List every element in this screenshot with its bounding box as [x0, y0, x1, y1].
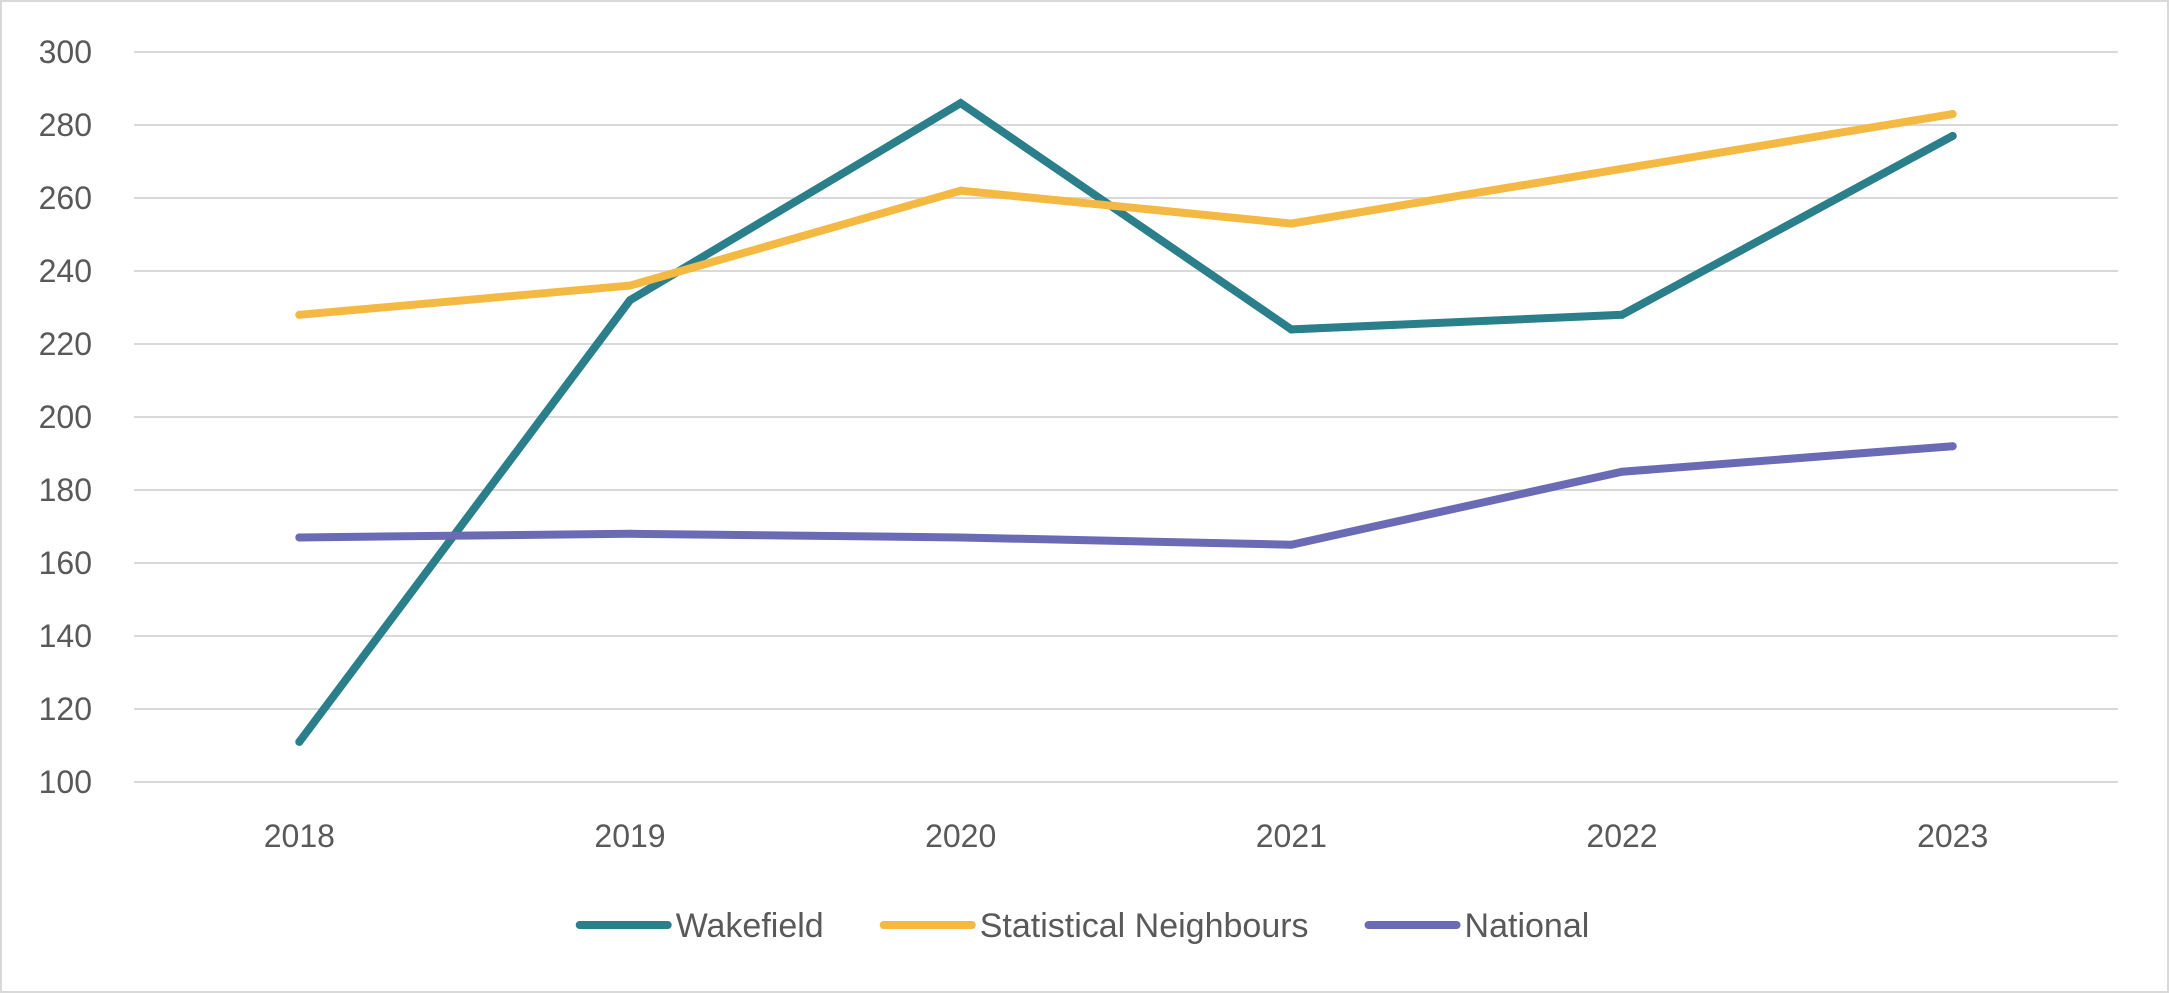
x-tick-label: 2023	[1917, 818, 1988, 854]
x-tick-label: 2018	[264, 818, 335, 854]
legend-label: National	[1465, 907, 1590, 945]
gridlines	[134, 51, 2118, 783]
legend-item-statistical-neighbours: Statistical Neighbours	[879, 907, 1309, 945]
data-point	[295, 737, 304, 746]
data-point	[956, 533, 965, 542]
x-axis-tick-labels: 2018 2019 2020 2021 2022 2023	[264, 818, 1989, 854]
data-point	[295, 310, 304, 319]
y-tick-label: 160	[39, 545, 92, 581]
series-line-wakefield	[295, 98, 1957, 746]
x-tick-label: 2022	[1586, 818, 1657, 854]
y-tick-label: 280	[39, 107, 92, 143]
data-point	[1287, 540, 1296, 549]
legend-label: Statistical Neighbours	[980, 907, 1309, 945]
data-point	[1618, 310, 1626, 319]
data-point	[626, 529, 634, 538]
data-point	[295, 533, 304, 542]
y-tick-label: 220	[39, 326, 92, 362]
data-point	[1287, 325, 1296, 334]
x-tick-label: 2020	[925, 818, 996, 854]
y-tick-label: 200	[39, 399, 92, 435]
data-point	[956, 186, 965, 195]
data-point	[626, 296, 634, 305]
y-tick-label: 180	[39, 472, 92, 508]
data-point	[1948, 110, 1957, 119]
y-tick-label: 100	[39, 764, 92, 800]
y-tick-label: 120	[39, 691, 92, 727]
y-tick-label: 260	[39, 180, 92, 216]
legend-label: Wakefield	[676, 907, 824, 945]
data-point	[626, 281, 634, 290]
data-point	[1618, 164, 1626, 173]
data-point	[1948, 131, 1957, 140]
data-point	[1618, 467, 1626, 476]
data-point	[1948, 442, 1957, 451]
legend: Wakefield Statistical Neighbours National	[575, 907, 1590, 945]
y-tick-label: 240	[39, 253, 92, 289]
x-tick-label: 2021	[1256, 818, 1327, 854]
series-line-national	[295, 442, 1957, 549]
data-point	[1287, 219, 1296, 228]
legend-item-wakefield: Wakefield	[575, 907, 824, 945]
y-tick-label: 140	[39, 618, 92, 654]
y-axis-tick-labels: 100 120 140 160 180 200 220 240 260 280 300	[39, 34, 92, 800]
series-line-statistical-neighbours	[295, 110, 1957, 319]
series-lines	[295, 98, 1957, 746]
y-tick-label: 300	[39, 34, 92, 70]
data-point	[956, 99, 965, 108]
legend-item-national: National	[1364, 907, 1590, 945]
x-tick-label: 2019	[594, 818, 665, 854]
